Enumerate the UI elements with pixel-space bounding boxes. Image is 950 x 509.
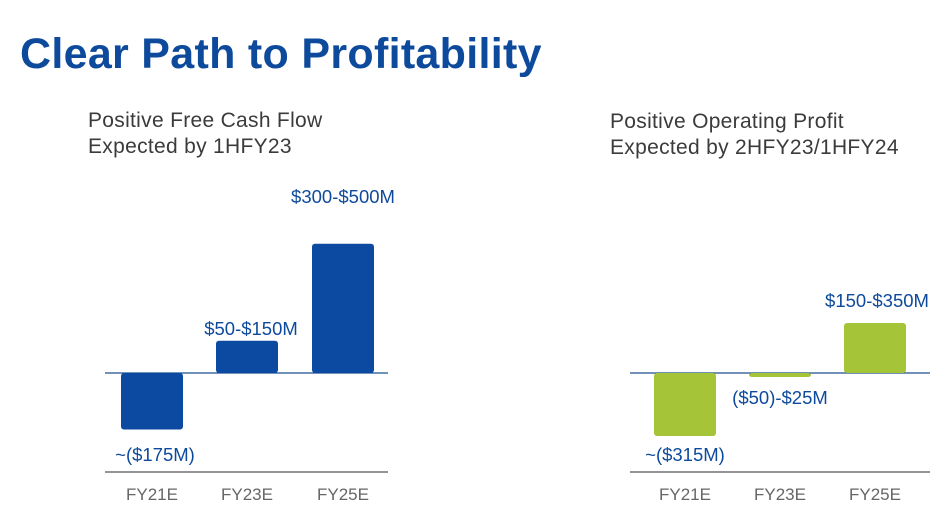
free-cash-flow-chart: ~($175M) FY21E $50-$150M FY23E $300-$500M FY2… xyxy=(105,186,395,504)
op-value-label-fy25e: $150-$350M xyxy=(825,290,929,311)
op-subtitle-line-2: Expected by 2HFY23/1HFY24 xyxy=(610,136,899,159)
fcf-bar-fy25e xyxy=(312,243,374,373)
fcf-bar-fy21e xyxy=(121,373,183,430)
op-value-label-fy21e: ~($315M) xyxy=(645,444,725,465)
op-tick-label-fy25e: FY25E xyxy=(849,485,901,504)
fcf-tick-label-fy25e: FY25E xyxy=(317,485,369,504)
operating-profit-chart: ~($315M) FY21E ($50)-$25M FY23E $150-$350M FY… xyxy=(630,290,930,504)
op-tick-label-fy23e: FY23E xyxy=(754,485,806,504)
fcf-tick-label-fy21e: FY21E xyxy=(126,485,178,504)
fcf-value-label-fy25e: $300-$500M xyxy=(291,186,395,207)
fcf-subtitle-line-1: Positive Free Cash Flow xyxy=(88,109,323,132)
op-value-label-fy23e: ($50)-$25M xyxy=(732,387,828,408)
fcf-tick-label-fy23e: FY23E xyxy=(221,485,273,504)
op-bar-fy21e xyxy=(654,373,716,436)
fcf-value-label-fy21e: ~($175M) xyxy=(115,444,195,465)
op-chart-subtitle: Positive Operating Profit Expected by 2H… xyxy=(610,109,899,161)
fcf-value-label-fy23e: $50-$150M xyxy=(204,318,298,339)
op-subtitle-line-1: Positive Operating Profit xyxy=(610,110,844,133)
fcf-subtitle-line-2: Expected by 1HFY23 xyxy=(88,135,292,158)
page-title: Clear Path to Profitability xyxy=(20,30,542,78)
op-bar-fy25e xyxy=(844,323,906,373)
op-bar-fy23e xyxy=(749,373,811,377)
op-tick-label-fy21e: FY21E xyxy=(659,485,711,504)
fcf-bar-fy23e xyxy=(216,340,278,373)
fcf-chart-subtitle: Positive Free Cash Flow Expected by 1HFY… xyxy=(88,108,322,160)
